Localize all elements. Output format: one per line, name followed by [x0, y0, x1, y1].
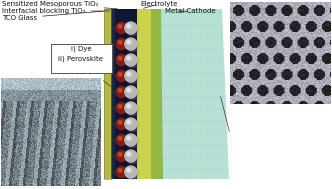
Circle shape	[125, 38, 137, 50]
Circle shape	[125, 70, 137, 82]
Circle shape	[127, 72, 131, 76]
Circle shape	[125, 54, 137, 66]
Circle shape	[125, 150, 137, 162]
Circle shape	[125, 102, 137, 114]
Circle shape	[118, 72, 122, 76]
Circle shape	[116, 39, 127, 50]
Circle shape	[118, 120, 122, 124]
Polygon shape	[137, 9, 151, 179]
Text: Electrolyte: Electrolyte	[140, 1, 177, 8]
Polygon shape	[115, 9, 137, 179]
Circle shape	[126, 136, 138, 147]
Circle shape	[118, 136, 122, 140]
Circle shape	[116, 102, 127, 114]
Circle shape	[126, 71, 138, 84]
Circle shape	[118, 152, 122, 156]
Circle shape	[126, 104, 138, 115]
Circle shape	[126, 56, 138, 67]
Circle shape	[116, 87, 127, 98]
Circle shape	[118, 56, 122, 60]
Polygon shape	[104, 9, 111, 179]
Circle shape	[127, 120, 131, 124]
Circle shape	[126, 167, 138, 180]
Polygon shape	[111, 9, 115, 179]
Circle shape	[118, 168, 122, 172]
Circle shape	[125, 86, 137, 98]
Text: Sensitized Mesoporous TiO₂: Sensitized Mesoporous TiO₂	[2, 1, 117, 9]
Circle shape	[127, 24, 131, 28]
Text: Metal Cathode: Metal Cathode	[165, 8, 215, 14]
Circle shape	[118, 40, 122, 44]
Circle shape	[126, 23, 138, 36]
Circle shape	[125, 134, 137, 146]
Circle shape	[116, 119, 127, 129]
FancyBboxPatch shape	[50, 43, 112, 73]
Circle shape	[116, 70, 127, 81]
Circle shape	[116, 54, 127, 66]
Circle shape	[116, 22, 127, 33]
Circle shape	[127, 40, 131, 44]
Circle shape	[118, 104, 122, 108]
Text: i) Dye
ii) Perovskite: i) Dye ii) Perovskite	[58, 46, 104, 62]
Circle shape	[127, 136, 131, 140]
Circle shape	[116, 150, 127, 161]
Circle shape	[126, 40, 138, 51]
Circle shape	[127, 88, 131, 92]
Circle shape	[125, 118, 137, 130]
Polygon shape	[161, 9, 229, 179]
Circle shape	[118, 88, 122, 92]
Circle shape	[126, 152, 138, 163]
Circle shape	[116, 135, 127, 146]
Text: TCO Glass: TCO Glass	[2, 11, 103, 21]
Circle shape	[126, 88, 138, 99]
Circle shape	[127, 104, 131, 108]
Circle shape	[125, 166, 137, 178]
Circle shape	[127, 168, 131, 172]
Polygon shape	[151, 9, 163, 179]
Circle shape	[125, 22, 137, 34]
Text: Interfacial blocking TiO₂: Interfacial blocking TiO₂	[2, 8, 109, 14]
Circle shape	[126, 119, 138, 132]
Circle shape	[127, 152, 131, 156]
Circle shape	[127, 56, 131, 60]
Circle shape	[118, 24, 122, 28]
Circle shape	[116, 167, 127, 177]
